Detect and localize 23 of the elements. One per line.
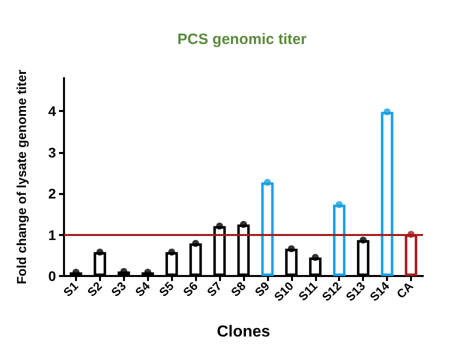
y-axis-title: Fold change of lysate genome titer: [14, 70, 29, 284]
x-tick-label: S6: [180, 278, 201, 300]
x-tick-label: S14: [367, 278, 392, 304]
x-tick-label: S1: [60, 278, 82, 300]
y-tick-label: 1: [48, 226, 56, 243]
y-tick-label: 4: [48, 103, 56, 119]
x-tick-label: S13: [343, 278, 368, 304]
x-tick-label: S11: [296, 278, 320, 304]
x-tick-label: S9: [252, 278, 273, 300]
x-tick-label: S12: [319, 278, 344, 304]
x-tick-label: S10: [271, 278, 297, 304]
x-tick-label: S4: [132, 278, 153, 300]
y-tick-label: 2: [48, 186, 56, 202]
x-tick-label: CA: [394, 278, 416, 302]
x-tick-label: S7: [204, 278, 225, 300]
x-tick-label: S3: [108, 278, 130, 300]
x-tick-label: S5: [156, 278, 177, 300]
x-tick-label: S2: [84, 278, 106, 300]
x-axis-title: Clones: [216, 324, 270, 340]
chart-title: PCS genomic titer: [177, 31, 307, 48]
y-tick-label: 3: [48, 144, 56, 160]
y-tick-label: 0: [48, 268, 56, 284]
x-tick-label: S8: [228, 278, 249, 300]
